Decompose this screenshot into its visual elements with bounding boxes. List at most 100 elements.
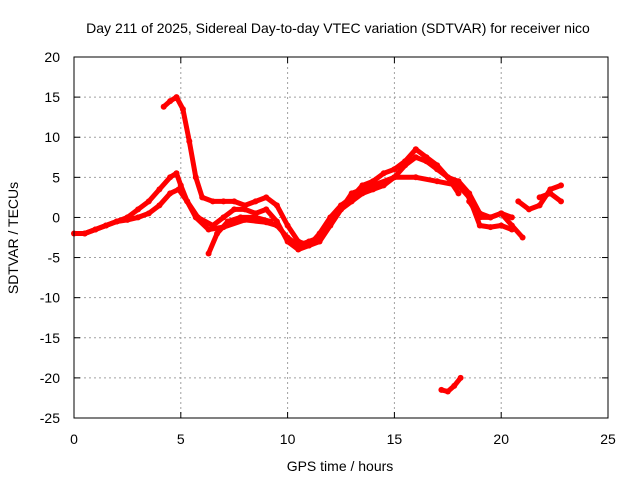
data-point (160, 103, 167, 110)
data-point (434, 162, 441, 169)
data-point (145, 210, 152, 217)
data-point (391, 174, 398, 181)
data-point (167, 190, 174, 197)
data-point (124, 214, 131, 221)
data-point (135, 206, 142, 213)
data-point (487, 224, 494, 231)
grid (73, 56, 609, 419)
data-point (214, 230, 221, 237)
y-tick-label: 10 (44, 129, 60, 145)
data-point (231, 206, 238, 213)
y-tick-label: 0 (52, 209, 60, 225)
data-point (519, 234, 526, 241)
data-point (224, 218, 231, 225)
data-point (536, 202, 543, 209)
x-tick-label: 15 (387, 431, 403, 447)
data-point (498, 210, 505, 217)
data-point (434, 178, 441, 185)
data-point (558, 182, 564, 189)
y-tick-label: 5 (52, 169, 60, 185)
data-point (359, 190, 366, 197)
data-point (81, 230, 88, 237)
data-point (466, 198, 473, 205)
data-point (558, 198, 564, 205)
data-point (508, 222, 515, 229)
data-point (423, 154, 430, 161)
x-tick-label: 10 (280, 431, 296, 447)
data-point (391, 166, 398, 173)
y-tick-label: -5 (48, 250, 61, 266)
y-axis-label: SDTVAR / TECUs (5, 182, 21, 294)
data-point (295, 246, 302, 253)
data-point (370, 178, 376, 185)
data-point (167, 98, 174, 105)
data-point (438, 386, 445, 393)
data-point (273, 202, 280, 209)
data-point (380, 170, 387, 177)
data-point (359, 182, 366, 189)
data-point (167, 174, 174, 181)
data-point (327, 214, 334, 221)
data-point (380, 182, 387, 189)
data-point (220, 214, 227, 221)
data-point (457, 374, 464, 381)
data-point (184, 198, 191, 205)
data-point (402, 158, 409, 165)
data-point (515, 198, 522, 205)
chart-title: Day 211 of 2025, Sidereal Day-to-day VTE… (86, 20, 590, 36)
data-point (237, 214, 244, 221)
data-point (156, 202, 163, 209)
data-point (451, 382, 458, 389)
data-point (444, 388, 451, 395)
data-point (412, 146, 419, 153)
data-point (177, 182, 184, 189)
data-point (92, 226, 99, 233)
data-point (508, 214, 515, 221)
plot-frame (73, 56, 609, 419)
data-point (252, 198, 259, 205)
data-point (205, 250, 212, 257)
data-point (412, 174, 419, 181)
x-tick-label: 5 (177, 431, 185, 447)
data-point (267, 218, 274, 225)
data-point (173, 170, 180, 177)
data-point (476, 214, 483, 221)
data-point (284, 222, 291, 229)
ticks (73, 56, 609, 419)
x-tick-label: 20 (493, 431, 509, 447)
data-point (252, 214, 259, 221)
data-point (103, 222, 109, 229)
data-point (455, 178, 462, 185)
data-point (547, 190, 554, 197)
data-point (156, 186, 163, 193)
data-point (209, 198, 216, 205)
y-tick-label: -15 (40, 330, 60, 346)
data-point (186, 138, 193, 145)
data-point (135, 214, 142, 221)
data-point (476, 222, 483, 229)
data-point (263, 206, 270, 213)
data-point (199, 194, 206, 201)
data-point (455, 190, 462, 197)
series-line-track-h (438, 375, 464, 394)
data-point (241, 202, 248, 209)
data-point (231, 198, 238, 205)
y-tick-label: -20 (40, 370, 60, 386)
data-point (306, 242, 312, 249)
data-point (526, 206, 532, 213)
data-point (444, 174, 451, 181)
x-tick-labels: 0 5 10 15 20 25 (70, 431, 616, 447)
data-point (145, 198, 152, 205)
data-point (487, 214, 494, 221)
data-point (536, 194, 543, 201)
data-point (466, 190, 473, 197)
data-point (113, 218, 120, 225)
data-point (192, 174, 199, 181)
data-point (205, 226, 212, 233)
data-point (412, 154, 419, 161)
data-point (348, 194, 355, 201)
series-group (71, 94, 564, 395)
data-point (370, 186, 376, 193)
data-point (295, 238, 302, 245)
